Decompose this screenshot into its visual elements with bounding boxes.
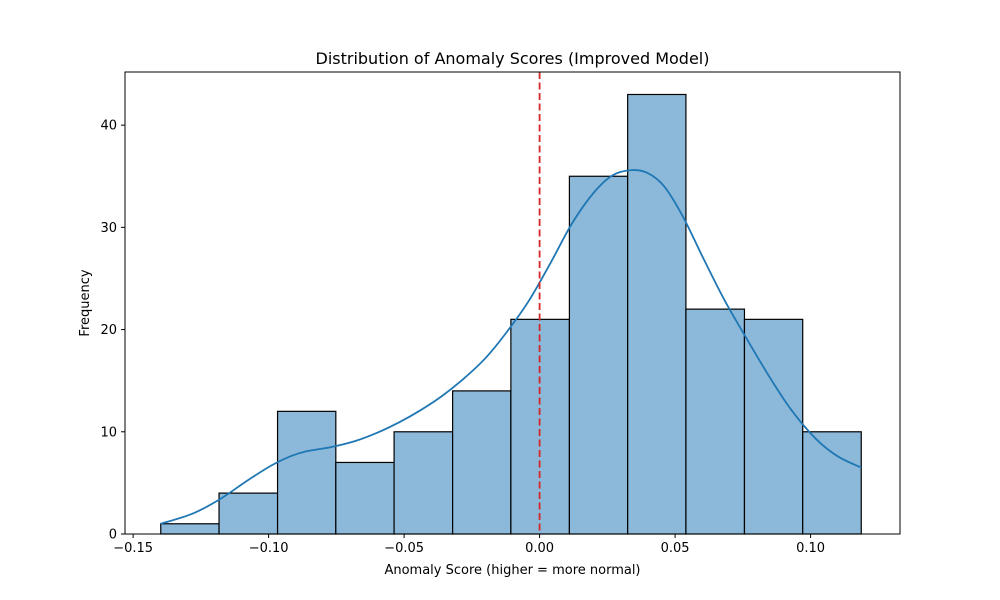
y-tick-label: 30 xyxy=(100,221,117,236)
histogram-bar-4 xyxy=(335,461,395,535)
x-axis-label: Anomaly Score (higher = more normal) xyxy=(384,563,640,578)
histogram-bar-9 xyxy=(627,93,687,535)
plot-frame xyxy=(124,71,901,535)
x-axis-ticks: −0.15 −0.10 −0.05 0.00 0.05 0.10 xyxy=(113,534,825,556)
histogram-bar-6 xyxy=(452,390,512,535)
histogram-bar-2 xyxy=(218,492,279,535)
x-tick-label: 0.10 xyxy=(796,541,825,556)
kde-curve xyxy=(160,169,862,525)
x-tick-label: 0.00 xyxy=(525,541,554,556)
y-tick-label: 20 xyxy=(100,323,117,338)
histogram-bars xyxy=(160,93,862,535)
x-tick-label: 0.05 xyxy=(661,541,690,556)
x-tick-label: −0.15 xyxy=(113,541,153,556)
histogram-bar-10 xyxy=(685,308,746,535)
histogram-bar-11 xyxy=(743,318,804,535)
histogram-bar-3 xyxy=(276,410,337,535)
x-tick-label: −0.10 xyxy=(249,541,289,556)
y-tick-label: 0 xyxy=(109,528,117,543)
histogram-bar-8 xyxy=(568,175,629,535)
y-tick-label: 10 xyxy=(100,425,117,440)
chart-title: Distribution of Anomaly Scores (Improved… xyxy=(316,49,710,68)
histogram-bar-5 xyxy=(393,431,454,535)
y-tick-label: 40 xyxy=(100,119,117,134)
x-tick-label: −0.05 xyxy=(384,541,424,556)
y-axis-label: Frequency xyxy=(78,269,93,336)
histogram-bar-1 xyxy=(160,523,220,535)
y-axis-ticks: 0 10 20 30 40 xyxy=(100,119,125,543)
histogram-bar-12 xyxy=(802,431,862,535)
